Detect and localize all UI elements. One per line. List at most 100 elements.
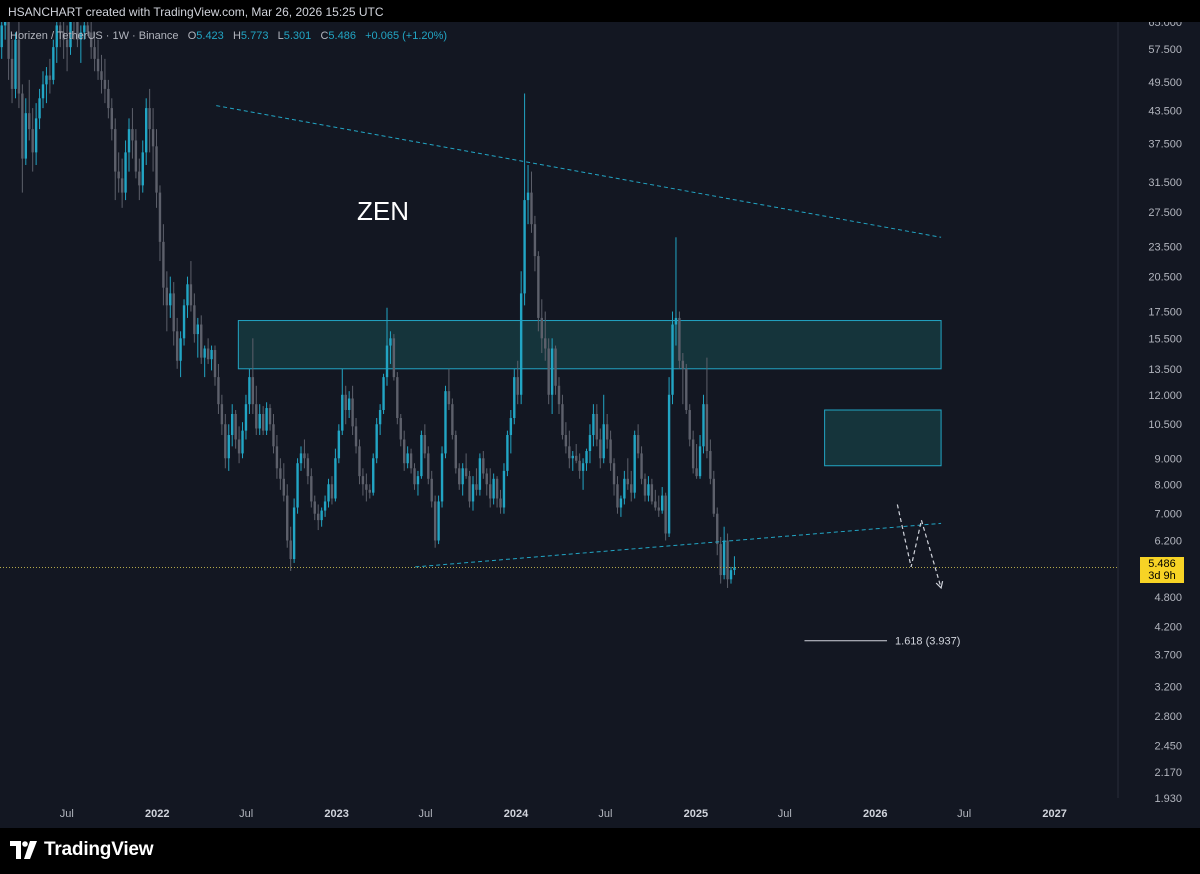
candle-body [234,413,237,440]
candle-body [526,192,530,201]
open-label: O [187,30,197,42]
candle-body [38,98,41,119]
candle [24,98,28,165]
candle [103,58,107,104]
candle [722,526,726,580]
candle [237,426,241,464]
candle [544,311,547,361]
last-price-badge: 5.486 3d 9h [1140,557,1184,583]
candle-body [10,58,14,89]
tradingview-brand-text: TradingView [44,839,154,860]
candle-body [14,39,17,89]
candle-body [478,458,482,490]
candle [316,504,320,531]
candle-body [636,435,640,454]
candle [719,536,722,584]
candle-body [175,331,179,361]
candle-body [427,453,430,479]
candle [433,495,437,548]
candle-body [327,484,330,502]
candle [437,495,440,545]
candle-body [244,404,248,431]
candle-body [485,473,488,485]
candle [492,473,495,505]
candle-body [691,439,695,469]
candle [605,413,609,449]
candle-body [282,478,286,496]
candle-body [52,47,55,80]
candle-body [303,453,306,459]
candle [310,468,313,508]
candle [165,271,169,332]
candle [519,271,523,405]
candle [69,22,72,55]
candle [151,108,155,172]
candle [423,424,427,459]
candle-body [619,498,623,508]
candle [657,495,660,517]
candle [402,430,406,471]
time-axis-tick: 2022 [145,808,169,820]
candle-body [210,350,213,360]
candle-body [127,129,131,153]
candle [499,489,502,514]
candle [320,507,323,527]
high-value: 5.773 [240,30,269,42]
candle [382,373,385,414]
candle-body [313,501,316,514]
candle-body [516,377,519,395]
candle-body [681,360,685,369]
candle-body [55,25,58,48]
candle-body [571,455,574,459]
candle-body [224,424,227,459]
candle-body [138,171,141,186]
candle [10,39,14,104]
candle-body [647,484,650,496]
candle [612,458,616,496]
candle-body [437,501,440,541]
candle-body [172,293,175,332]
candle-body [396,377,399,419]
symbol-name[interactable]: Horizen / TetherUS · 1W · Binance [10,30,179,42]
candle-body [28,113,31,130]
candle-body [657,507,660,511]
candle [585,448,588,471]
candle [523,93,526,306]
candle [196,317,200,358]
candle-body [351,398,354,427]
time-axis-tick: Jul [957,808,971,820]
candle-body [69,22,72,48]
candle [447,368,451,411]
candle [399,413,402,447]
candle-body [323,501,327,511]
candle-body [193,305,196,335]
candle [62,22,65,59]
candle [588,424,592,464]
candle-body [268,408,272,425]
candle-body [519,293,523,395]
candle [251,338,255,414]
candle [361,468,365,496]
candle-body [361,476,365,485]
candle [217,363,220,414]
candle [392,334,396,381]
candle-body [24,113,28,159]
candle [138,158,141,201]
candle [413,463,416,490]
price-axis-tick: 8.000 [1154,479,1182,491]
candle-body [272,424,275,447]
tradingview-logo-icon [10,841,37,859]
candle-body [206,348,210,360]
candle [337,424,341,464]
candle [248,368,251,414]
candle [58,22,62,48]
candle-body [62,32,65,40]
candle [227,424,230,471]
candle-body [564,435,568,447]
price-chart[interactable]: 1.618 (3.937) 65.000 57.500 49.500 43.500 37… [0,22,1200,828]
tradingview-logo[interactable]: TradingView [10,839,154,861]
candle [279,458,282,490]
candle [623,470,626,505]
candle-body [368,489,372,493]
candle-body [114,129,117,172]
